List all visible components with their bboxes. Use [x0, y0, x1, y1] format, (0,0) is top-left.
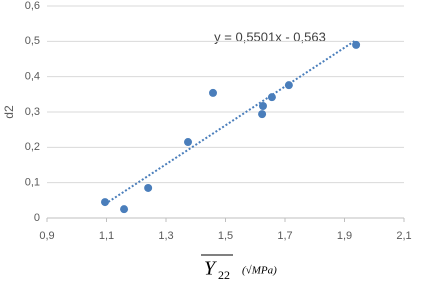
x-label-symbol: Y [204, 258, 217, 280]
trendline-equation: y = 0,5501x - 0,563 [214, 29, 326, 44]
point [120, 205, 129, 214]
point [184, 138, 193, 147]
y-tick-label: 0,4 [25, 71, 40, 83]
x-axis-label: Y 22 (√MPa) [201, 254, 277, 282]
y-tick-label: 0,2 [25, 141, 40, 153]
point [352, 40, 361, 49]
point [144, 183, 153, 192]
x-tick-label: 1,7 [277, 230, 292, 242]
x-tick-label: 1,5 [218, 230, 233, 242]
point [258, 101, 267, 110]
x-label-unit: (√MPa) [242, 265, 277, 277]
y-tick-label: 0,1 [25, 177, 40, 189]
x-tick-label: 2,1 [396, 230, 411, 242]
x-tick-label: 1,1 [99, 230, 114, 242]
point [101, 198, 110, 207]
y-tick-label: 0,3 [25, 106, 40, 118]
x-tick-label: 1,3 [158, 230, 173, 242]
point [258, 110, 267, 119]
point [209, 88, 218, 97]
point [267, 93, 276, 102]
x-tick-label: 1,9 [337, 230, 352, 242]
point [284, 81, 293, 90]
y-axis-label: d2 [2, 105, 16, 119]
y-tick-label: 0,5 [25, 35, 40, 47]
y-tick-label: 0 [34, 212, 40, 224]
x-tick-label: 0,9 [39, 230, 54, 242]
y-tick-label: 0,6 [25, 0, 40, 12]
x-label-subscript: 22 [218, 268, 230, 282]
trendline [104, 39, 357, 205]
